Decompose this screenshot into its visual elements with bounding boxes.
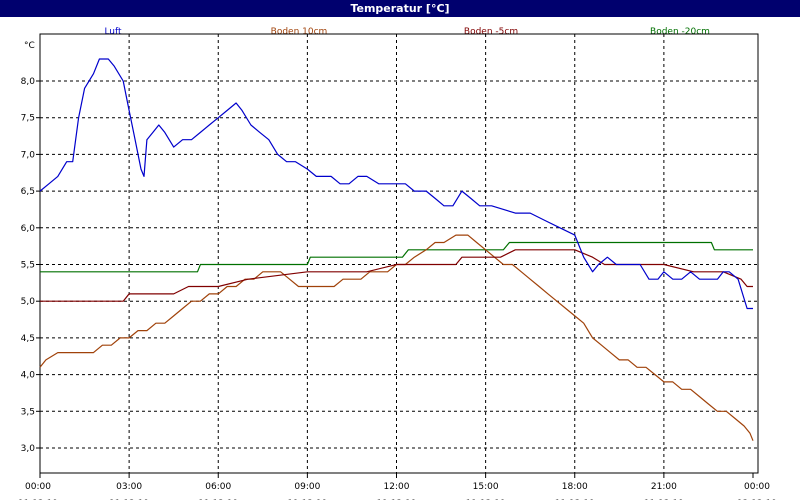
y-tick-label: 7,5 <box>21 114 35 124</box>
legend-item: Boden -20cm <box>650 27 710 37</box>
x-tick-time: 09:00 <box>294 482 320 492</box>
y-tick-label: 5,5 <box>21 261 35 271</box>
plot-area-border <box>39 33 759 474</box>
y-tick-label: 8,0 <box>21 77 36 87</box>
x-tick-time: 00:00 <box>25 482 51 492</box>
x-axis: 00:0011.12.1903:0011.12.1906:0011.12.190… <box>18 473 777 500</box>
grid <box>40 34 758 473</box>
chart-title: Temperatur [°C] <box>0 0 800 17</box>
x-tick-time: 12:00 <box>384 482 410 492</box>
series-lines <box>39 58 754 441</box>
y-axis-label: °C <box>24 41 35 51</box>
legend: Luft Boden 10cm Boden -5cm Boden -20cm <box>104 27 710 37</box>
y-tick-label: 7,0 <box>21 150 36 160</box>
y-tick-label: 5,0 <box>21 297 36 307</box>
legend-item: Boden 10cm <box>271 27 328 37</box>
x-tick-time: 00:00 <box>744 482 770 492</box>
series-line-2 <box>40 249 753 302</box>
temperature-chart: Luft Boden 10cm Boden -5cm Boden -20cm °C 3… <box>18 27 777 500</box>
legend-item: Luft <box>104 27 122 37</box>
x-tick-time: 15:00 <box>473 482 499 492</box>
y-tick-label: 3,0 <box>21 444 36 454</box>
x-tick-time: 21:00 <box>651 482 677 492</box>
y-tick-label: 6,0 <box>21 224 36 234</box>
legend-item: Boden -5cm <box>464 27 518 37</box>
y-tick-label: 6,5 <box>21 187 35 197</box>
x-tick-time: 03:00 <box>116 482 142 492</box>
y-tick-label: 4,5 <box>21 334 35 344</box>
x-tick-time: 18:00 <box>562 482 588 492</box>
series-line-1 <box>39 234 754 441</box>
y-tick-label: 4,0 <box>21 371 36 381</box>
x-tick-time: 06:00 <box>205 482 231 492</box>
y-axis: 3,0 3,5 4,0 4,5 5,0 5,5 6,0 6,5 7,0 7,5 8,0 <box>21 77 40 454</box>
series-line-0 <box>39 58 753 310</box>
y-tick-label: 3,5 <box>21 407 35 417</box>
series-line-3 <box>40 241 753 273</box>
